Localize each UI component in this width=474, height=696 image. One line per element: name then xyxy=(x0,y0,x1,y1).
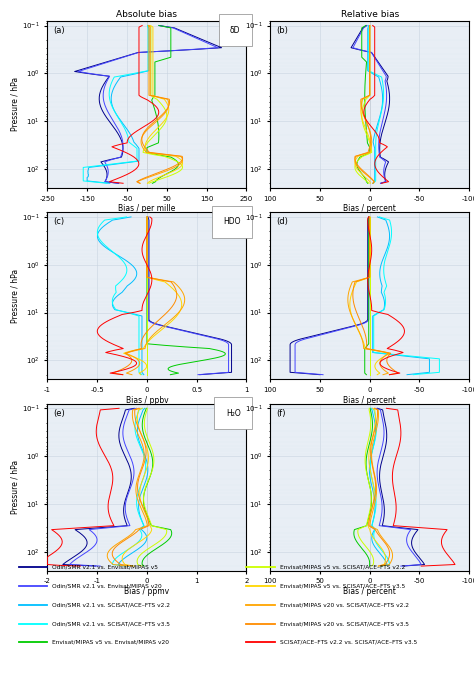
Text: (d): (d) xyxy=(276,217,288,226)
Text: Envisat/MIPAS v5 vs. SCISAT/ACE–FTS v2.2: Envisat/MIPAS v5 vs. SCISAT/ACE–FTS v2.2 xyxy=(280,564,405,570)
Y-axis label: Pressure / hPa: Pressure / hPa xyxy=(10,269,19,323)
X-axis label: Bias / percent: Bias / percent xyxy=(343,587,396,596)
Text: Odin/SMR v2.1 vs. SCISAT/ACE–FTS v2.2: Odin/SMR v2.1 vs. SCISAT/ACE–FTS v2.2 xyxy=(52,602,170,608)
Y-axis label: Pressure / hPa: Pressure / hPa xyxy=(10,77,19,132)
Text: Envisat/MIPAS v20 vs. SCISAT/ACE–FTS v2.2: Envisat/MIPAS v20 vs. SCISAT/ACE–FTS v2.… xyxy=(280,602,409,608)
Text: (a): (a) xyxy=(54,26,65,35)
Text: (c): (c) xyxy=(54,217,64,226)
Text: H₂O: H₂O xyxy=(226,409,240,418)
Title: Absolute bias: Absolute bias xyxy=(117,10,177,19)
X-axis label: Bias / ppmv: Bias / ppmv xyxy=(124,587,170,596)
Text: SCISAT/ACE–FTS v2.2 vs. SCISAT/ACE–FTS v3.5: SCISAT/ACE–FTS v2.2 vs. SCISAT/ACE–FTS v… xyxy=(280,640,417,645)
X-axis label: Bias / percent: Bias / percent xyxy=(343,205,396,214)
Text: Odin/SMR v2.1 vs. SCISAT/ACE–FTS v3.5: Odin/SMR v2.1 vs. SCISAT/ACE–FTS v3.5 xyxy=(52,621,170,626)
Y-axis label: Pressure / hPa: Pressure / hPa xyxy=(10,460,19,514)
Text: Envisat/MIPAS v5 vs. SCISAT/ACE–FTS v3.5: Envisat/MIPAS v5 vs. SCISAT/ACE–FTS v3.5 xyxy=(280,583,405,589)
Text: Envisat/MIPAS v5 vs. Envisat/MIPAS v20: Envisat/MIPAS v5 vs. Envisat/MIPAS v20 xyxy=(52,640,169,645)
Text: (e): (e) xyxy=(54,409,65,418)
Text: Odin/SMR v2.1 vs. Envisat/MIPAS v20: Odin/SMR v2.1 vs. Envisat/MIPAS v20 xyxy=(52,583,162,589)
Text: Odin/SMR v2.1 vs. Envisat/MIPAS v5: Odin/SMR v2.1 vs. Envisat/MIPAS v5 xyxy=(52,564,158,570)
X-axis label: Bias / per mille: Bias / per mille xyxy=(118,205,176,214)
X-axis label: Bias / percent: Bias / percent xyxy=(343,396,396,405)
Title: Relative bias: Relative bias xyxy=(341,10,399,19)
Text: (b): (b) xyxy=(276,26,288,35)
X-axis label: Bias / ppbv: Bias / ppbv xyxy=(126,396,168,405)
Text: δD: δD xyxy=(230,26,240,35)
Text: HDO: HDO xyxy=(223,217,240,226)
Text: Envisat/MIPAS v20 vs. SCISAT/ACE–FTS v3.5: Envisat/MIPAS v20 vs. SCISAT/ACE–FTS v3.… xyxy=(280,621,409,626)
Text: (f): (f) xyxy=(276,409,286,418)
